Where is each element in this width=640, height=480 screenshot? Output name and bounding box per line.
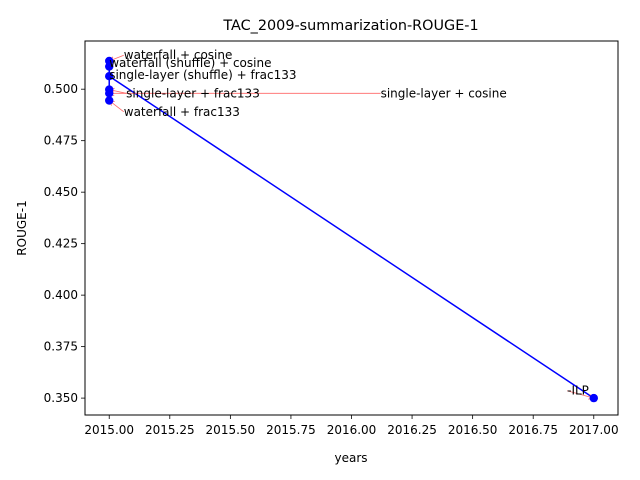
data-point xyxy=(589,393,598,403)
chart-title: TAC_2009-summarization-ROUGE-1 xyxy=(222,18,478,34)
x-tick-label: 2017.00 xyxy=(569,423,619,437)
y-tick-label: 0.400 xyxy=(44,288,78,302)
data-point xyxy=(105,62,114,71)
y-tick-label: 0.450 xyxy=(44,185,78,199)
y-axis-label: ROUGE-1 xyxy=(15,200,29,255)
x-axis-ticks: 2015.00 2015.25 2015.50 2015.75 2016.00 2016.… xyxy=(84,415,619,437)
point-label: -ILP xyxy=(567,384,589,398)
x-tick-label: 2015.50 xyxy=(206,423,256,437)
annotation-arrow xyxy=(567,390,594,399)
y-tick-label: 0.500 xyxy=(44,82,78,96)
x-tick-label: 2015.00 xyxy=(84,423,134,437)
x-tick-label: 2016.75 xyxy=(508,423,558,437)
point-label: waterfall + cosine xyxy=(124,48,233,62)
x-tick-label: 2015.75 xyxy=(266,423,316,437)
x-axis-label: years xyxy=(334,451,367,465)
x-tick-label: 2016.50 xyxy=(448,423,498,437)
data-point xyxy=(105,96,114,105)
point-label: single-layer + cosine xyxy=(381,86,507,100)
x-tick-label: 2015.25 xyxy=(145,423,195,437)
x-tick-label: 2016.25 xyxy=(387,423,437,437)
point-label: waterfall (shuffle) + cosine xyxy=(109,56,271,70)
y-tick-label: 0.475 xyxy=(44,134,78,148)
data-point xyxy=(105,89,114,98)
point-label: single-layer (shuffle) + frac133 xyxy=(109,68,296,82)
y-axis-ticks: 0.350 0.375 0.400 0.425 0.450 0.475 0.500 xyxy=(44,82,85,405)
y-tick-label: 0.350 xyxy=(44,391,78,405)
x-tick-label: 2016.00 xyxy=(327,423,377,437)
point-label: waterfall + frac133 xyxy=(124,105,240,119)
y-tick-label: 0.425 xyxy=(44,237,78,251)
y-tick-label: 0.375 xyxy=(44,340,78,354)
point-label: single-layer + frac133 xyxy=(126,86,260,100)
data-point xyxy=(105,72,114,81)
